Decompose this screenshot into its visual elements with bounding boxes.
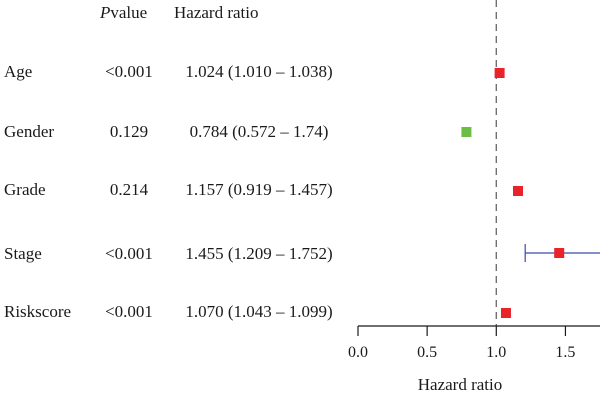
x-axis-ticks: 0.0 0.5 1.0 1.5 <box>348 326 575 361</box>
hazard-ratio-marker <box>461 127 472 137</box>
x-tick-label: 1.0 <box>486 344 506 361</box>
table-row-stage: Stage <0.001 1.455 (1.209 – 1.752) <box>0 244 340 268</box>
x-axis-title: Hazard ratio <box>418 375 502 394</box>
variable-label: Gender <box>4 122 55 141</box>
hazard-ratio-cell: 0.784 (0.572 – 1.74) <box>189 122 329 141</box>
hazard-ratio-cell: 1.070 (1.043 – 1.099) <box>185 302 333 321</box>
pvalue-header-p: P <box>100 3 111 22</box>
pvalue-cell: 0.129 <box>109 122 149 141</box>
variable-label: Stage <box>4 244 42 263</box>
forest-row-riskscore <box>500 308 511 318</box>
hazard-ratio-cell: 1.157 (0.919 – 1.457) <box>185 180 333 199</box>
hazard-ratio-marker <box>500 308 511 318</box>
table-row-riskscore: Riskscore <0.001 1.070 (1.043 – 1.099) <box>0 302 340 326</box>
x-tick-label: 0.5 <box>417 344 437 361</box>
pvalue-header-value: value <box>110 3 148 22</box>
hazard-ratio-cell: 1.455 (1.209 – 1.752) <box>185 244 333 263</box>
variable-label: Riskscore <box>4 302 72 321</box>
x-tick-label: 0.0 <box>348 344 368 361</box>
hazard-ratio-header: Hazard ratio <box>174 3 259 22</box>
table-row-gender: Gender 0.129 0.784 (0.572 – 1.74) <box>0 122 340 146</box>
variable-label: Age <box>4 62 33 81</box>
x-tick-label: 1.5 <box>555 344 575 361</box>
pvalue-cell: <0.001 <box>105 244 153 263</box>
pvalue-cell: <0.001 <box>105 302 153 321</box>
pvalue-cell: 0.214 <box>109 180 149 199</box>
forest-row-grade <box>512 186 523 196</box>
hazard-ratio-cell: 1.024 (1.010 – 1.038) <box>185 62 333 81</box>
forest-row-age <box>494 68 505 78</box>
table-row-grade: Grade 0.214 1.157 (0.919 – 1.457) <box>0 180 340 204</box>
hazard-ratio-marker <box>512 186 523 196</box>
hazard-ratio-marker <box>494 68 505 78</box>
table-row-age: Age <0.001 1.024 (1.010 – 1.038) <box>0 62 340 86</box>
variable-label: Grade <box>4 180 46 199</box>
forest-row-gender <box>461 127 472 137</box>
data-points <box>461 68 600 318</box>
hazard-ratio-marker <box>554 248 565 258</box>
pvalue-cell: <0.001 <box>105 62 153 81</box>
forest-row-stage <box>524 244 600 262</box>
pvalue-header: Pvalue <box>100 3 158 23</box>
